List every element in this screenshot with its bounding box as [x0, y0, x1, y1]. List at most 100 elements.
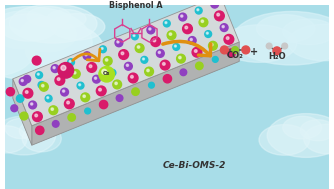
- Circle shape: [143, 58, 145, 60]
- Circle shape: [64, 99, 74, 109]
- Circle shape: [25, 91, 28, 93]
- Circle shape: [177, 54, 185, 63]
- Circle shape: [220, 24, 228, 32]
- Circle shape: [133, 35, 135, 36]
- Circle shape: [227, 49, 235, 57]
- Circle shape: [36, 72, 42, 78]
- Circle shape: [89, 65, 92, 68]
- Circle shape: [195, 7, 202, 14]
- Circle shape: [141, 57, 148, 63]
- Circle shape: [69, 60, 71, 62]
- Circle shape: [188, 37, 196, 44]
- Circle shape: [158, 51, 160, 53]
- Text: CO₂: CO₂: [227, 51, 243, 60]
- Circle shape: [160, 60, 170, 70]
- Circle shape: [242, 46, 250, 54]
- Circle shape: [23, 88, 33, 98]
- Circle shape: [137, 46, 140, 48]
- Circle shape: [38, 81, 45, 88]
- Circle shape: [126, 64, 129, 66]
- Circle shape: [31, 103, 33, 105]
- Circle shape: [68, 114, 75, 121]
- Circle shape: [190, 38, 192, 41]
- Circle shape: [52, 121, 59, 127]
- Circle shape: [102, 69, 107, 74]
- Circle shape: [106, 59, 108, 61]
- Circle shape: [180, 69, 187, 76]
- Circle shape: [20, 112, 28, 120]
- Circle shape: [85, 108, 91, 114]
- Circle shape: [167, 31, 176, 40]
- Circle shape: [83, 52, 91, 60]
- Circle shape: [185, 26, 188, 29]
- Circle shape: [55, 75, 65, 85]
- Circle shape: [147, 26, 155, 34]
- Circle shape: [36, 126, 44, 134]
- Circle shape: [179, 56, 181, 59]
- Circle shape: [119, 50, 129, 59]
- Circle shape: [111, 71, 113, 73]
- Circle shape: [149, 28, 151, 30]
- Circle shape: [173, 43, 180, 50]
- Ellipse shape: [257, 15, 315, 43]
- Circle shape: [115, 39, 123, 47]
- Circle shape: [147, 69, 149, 72]
- Circle shape: [57, 78, 60, 81]
- Circle shape: [35, 114, 37, 117]
- Ellipse shape: [0, 7, 92, 80]
- Circle shape: [121, 52, 124, 55]
- Circle shape: [47, 97, 49, 99]
- Circle shape: [179, 13, 187, 21]
- Circle shape: [149, 82, 154, 88]
- Circle shape: [58, 63, 73, 78]
- Circle shape: [81, 93, 90, 102]
- Circle shape: [199, 18, 208, 27]
- FancyArrowPatch shape: [73, 49, 100, 61]
- Circle shape: [163, 75, 172, 83]
- Circle shape: [282, 43, 288, 49]
- Polygon shape: [13, 79, 32, 145]
- Circle shape: [6, 88, 14, 96]
- Circle shape: [153, 39, 156, 42]
- Circle shape: [226, 37, 229, 40]
- Circle shape: [37, 73, 39, 75]
- Circle shape: [79, 84, 80, 86]
- Circle shape: [41, 84, 44, 87]
- Circle shape: [151, 37, 160, 46]
- Text: +: +: [250, 47, 259, 57]
- Circle shape: [73, 72, 76, 74]
- Circle shape: [224, 34, 234, 44]
- Circle shape: [29, 101, 36, 109]
- Circle shape: [99, 88, 102, 91]
- Circle shape: [192, 47, 202, 57]
- Circle shape: [71, 70, 80, 78]
- Circle shape: [201, 20, 204, 22]
- Ellipse shape: [259, 125, 310, 155]
- Circle shape: [205, 31, 212, 37]
- Circle shape: [117, 41, 119, 43]
- Ellipse shape: [5, 118, 37, 139]
- Ellipse shape: [22, 125, 61, 152]
- Circle shape: [68, 59, 74, 66]
- Circle shape: [208, 41, 217, 50]
- Circle shape: [169, 33, 172, 35]
- Circle shape: [135, 44, 144, 53]
- Circle shape: [101, 47, 103, 49]
- Circle shape: [213, 2, 215, 4]
- Ellipse shape: [0, 126, 27, 153]
- Circle shape: [132, 33, 138, 40]
- Circle shape: [61, 65, 66, 70]
- Circle shape: [217, 13, 219, 16]
- Text: Bisphenol A: Bisphenol A: [109, 1, 163, 10]
- Circle shape: [163, 20, 170, 27]
- Circle shape: [11, 105, 18, 112]
- Circle shape: [67, 101, 69, 104]
- Polygon shape: [32, 42, 239, 145]
- Ellipse shape: [233, 12, 334, 65]
- Circle shape: [211, 43, 213, 46]
- Circle shape: [113, 80, 122, 89]
- Circle shape: [19, 78, 27, 85]
- Text: H₂O: H₂O: [268, 52, 286, 61]
- Ellipse shape: [25, 24, 104, 74]
- Circle shape: [51, 108, 53, 110]
